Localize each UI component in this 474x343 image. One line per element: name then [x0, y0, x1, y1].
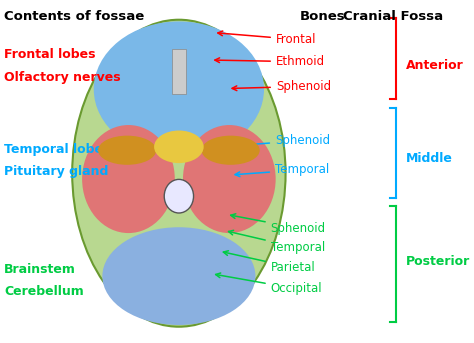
Bar — [172, 49, 186, 94]
Text: Sphenoid: Sphenoid — [223, 134, 330, 149]
Ellipse shape — [98, 135, 156, 165]
Ellipse shape — [82, 125, 175, 233]
Ellipse shape — [72, 20, 285, 327]
Text: Occipital: Occipital — [216, 273, 322, 295]
Text: Sphenoid: Sphenoid — [231, 214, 326, 235]
Text: Cranial Fossa: Cranial Fossa — [343, 10, 443, 23]
Text: Contents of fossae: Contents of fossae — [4, 10, 145, 23]
Text: Frontal lobes: Frontal lobes — [4, 48, 96, 61]
Text: Brainstem: Brainstem — [4, 263, 76, 276]
Text: Bones: Bones — [300, 10, 345, 23]
Text: Pituitary gland: Pituitary gland — [4, 165, 109, 178]
Text: Cerebellum: Cerebellum — [4, 285, 84, 298]
Text: Sphenoid: Sphenoid — [232, 80, 331, 93]
Text: Parietal: Parietal — [223, 251, 316, 274]
Ellipse shape — [201, 135, 260, 165]
Ellipse shape — [154, 131, 204, 163]
Text: Ethmoid: Ethmoid — [215, 55, 325, 68]
Ellipse shape — [183, 125, 276, 233]
Ellipse shape — [164, 179, 193, 213]
Text: Middle: Middle — [406, 152, 453, 165]
Text: Frontal: Frontal — [218, 31, 316, 46]
Text: Posterior: Posterior — [406, 255, 470, 268]
Text: Temporal: Temporal — [235, 163, 329, 177]
Text: Anterior: Anterior — [406, 59, 464, 72]
Ellipse shape — [94, 21, 264, 157]
Text: Olfactory nerves: Olfactory nerves — [4, 71, 121, 84]
Ellipse shape — [102, 227, 255, 325]
Text: Temporal: Temporal — [228, 230, 325, 254]
Text: Temporal lobes: Temporal lobes — [4, 143, 111, 156]
